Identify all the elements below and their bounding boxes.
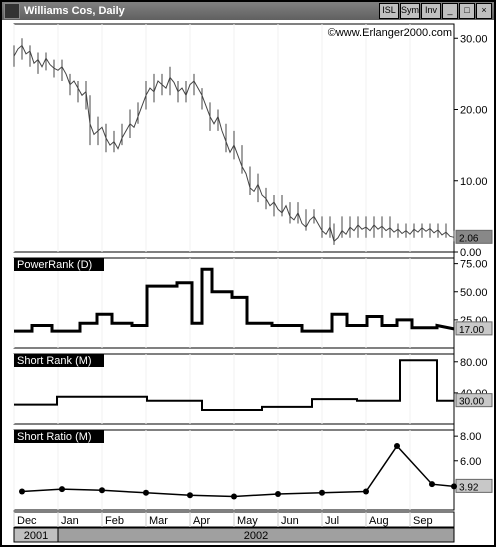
svg-text:10.00: 10.00	[460, 176, 488, 188]
maximize-button[interactable]: □	[459, 3, 475, 19]
svg-text:50.00: 50.00	[460, 287, 488, 299]
svg-text:©www.Erlanger2000.com: ©www.Erlanger2000.com	[328, 27, 452, 39]
svg-text:May: May	[237, 515, 258, 527]
window-title: Williams Cos, Daily	[24, 5, 379, 17]
minimize-button[interactable]: _	[442, 3, 458, 19]
app-window: Williams Cos, Daily ISL Sym Inv _ □ × 0.…	[0, 0, 496, 547]
sym-button[interactable]: Sym	[400, 3, 420, 19]
svg-text:Apr: Apr	[193, 515, 210, 527]
svg-text:Feb: Feb	[105, 515, 124, 527]
svg-text:Jul: Jul	[325, 515, 339, 527]
svg-text:Dec: Dec	[17, 515, 37, 527]
svg-text:Sep: Sep	[413, 515, 433, 527]
svg-text:17.00: 17.00	[459, 325, 484, 336]
svg-text:2.06: 2.06	[459, 233, 479, 244]
svg-text:3.92: 3.92	[459, 482, 479, 493]
svg-text:30.00: 30.00	[460, 33, 488, 45]
svg-text:8.00: 8.00	[460, 431, 481, 443]
svg-text:Short Rank (M): Short Rank (M)	[17, 355, 92, 367]
svg-text:Jun: Jun	[281, 515, 299, 527]
svg-text:Jan: Jan	[61, 515, 79, 527]
svg-text:20.00: 20.00	[460, 105, 488, 117]
chart-area: 0.0010.0020.0030.0025.0050.0075.0040.008…	[2, 20, 494, 545]
svg-text:Short Ratio (M): Short Ratio (M)	[17, 431, 92, 443]
chart-svg: 0.0010.0020.0030.0025.0050.0075.0040.008…	[2, 20, 494, 547]
svg-text:2002: 2002	[244, 530, 268, 542]
svg-text:PowerRank (D): PowerRank (D)	[17, 259, 92, 271]
svg-text:30.00: 30.00	[459, 397, 484, 408]
svg-text:6.00: 6.00	[460, 456, 481, 468]
svg-text:75.00: 75.00	[460, 259, 488, 271]
close-button[interactable]: ×	[476, 3, 492, 19]
titlebar-buttons: ISL Sym Inv _ □ ×	[379, 3, 492, 19]
isl-button[interactable]: ISL	[379, 3, 399, 19]
svg-text:80.00: 80.00	[460, 357, 488, 369]
app-icon	[4, 3, 20, 19]
titlebar[interactable]: Williams Cos, Daily ISL Sym Inv _ □ ×	[2, 2, 494, 20]
svg-text:2001: 2001	[24, 530, 48, 542]
svg-text:Aug: Aug	[369, 515, 389, 527]
svg-text:0.00: 0.00	[460, 247, 481, 259]
svg-text:Mar: Mar	[149, 515, 168, 527]
inv-button[interactable]: Inv	[421, 3, 441, 19]
